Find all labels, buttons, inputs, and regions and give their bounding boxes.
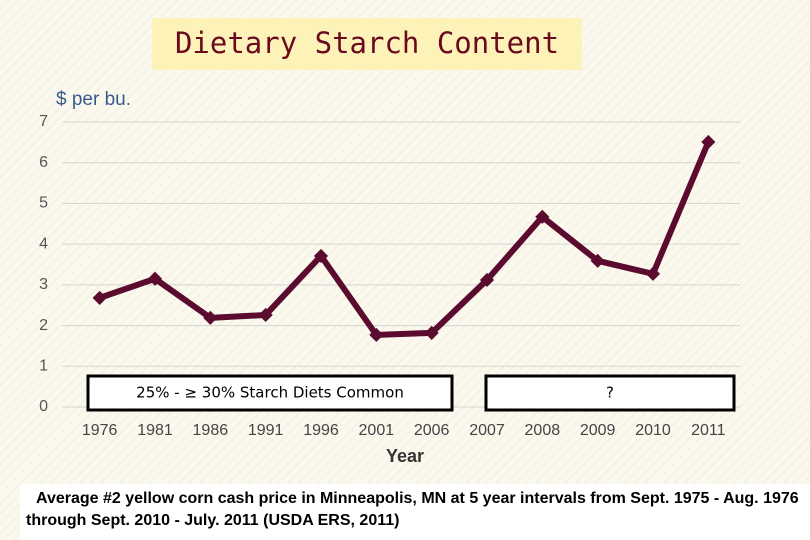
y-tick-label: 5	[39, 195, 48, 212]
x-tick-label: 2007	[469, 422, 505, 439]
data-marker	[645, 266, 661, 281]
x-tick-label: 2001	[359, 422, 395, 439]
x-tick-label: 1986	[193, 422, 229, 439]
data-marker	[535, 209, 550, 224]
x-tick-label: 2006	[414, 422, 450, 439]
x-tick-label: 2009	[580, 422, 616, 439]
data-marker	[147, 271, 163, 286]
title-box	[152, 18, 582, 70]
data-line	[98, 140, 712, 338]
y-tick-label: 0	[39, 398, 48, 415]
y-tick-label: 3	[39, 276, 48, 293]
y-tick-label: 1	[39, 358, 48, 375]
y-axis-label: $ per bu.	[56, 89, 131, 110]
data-marker	[479, 272, 495, 288]
x-tick-label: 2011	[691, 422, 726, 439]
data-marker	[313, 248, 329, 264]
y-tick-label: 2	[39, 317, 48, 334]
data-marker	[701, 134, 716, 150]
x-tick-label: 2010	[635, 422, 671, 439]
y-tick-label: 7	[39, 113, 48, 130]
annotation: ?	[606, 384, 614, 402]
x-axis-label: Year	[386, 446, 424, 466]
y-tick-label: 6	[39, 154, 48, 171]
y-tick-label: 4	[39, 235, 48, 252]
x-tick-label: 1991	[248, 422, 284, 439]
x-tick-label: 1981	[137, 422, 173, 439]
annotation-box	[86, 374, 454, 412]
x-tick-label: 1996	[303, 422, 339, 439]
data-marker	[92, 290, 107, 305]
chart: Dietary Starch Content $ per bu. Year 0 1…	[39, 18, 740, 466]
annotation-box	[484, 374, 736, 412]
chart-title: Dietary Starch Content	[175, 26, 559, 60]
data-marker	[203, 310, 218, 325]
data-marker	[424, 325, 439, 340]
data-marker	[590, 253, 605, 268]
caption: Average #2 yellow corn cash price in Min…	[20, 484, 810, 540]
x-tick-label: 1976	[82, 422, 118, 439]
data-marker	[369, 327, 384, 343]
x-tick-label: 2008	[525, 422, 561, 439]
annotation: 25% - ≥ 30% Starch Diets Common	[136, 384, 404, 402]
data-marker	[258, 307, 273, 323]
